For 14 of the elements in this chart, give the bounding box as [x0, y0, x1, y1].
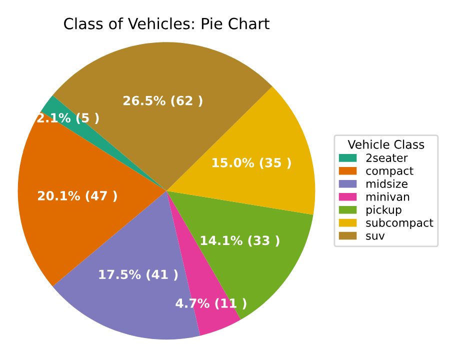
data-label: 17.5% (41 ): [99, 269, 178, 281]
data-label: 14.1% (33 ): [200, 236, 280, 247]
chart-title: Class of Vehicles: Pie Chart: [64, 18, 270, 30]
legend-label: minivan: [366, 192, 410, 201]
legend-label: suv: [366, 233, 385, 240]
legend-label: 2seater: [366, 154, 408, 162]
data-label: 26.5% (62 ): [123, 96, 202, 107]
legend-label: compact: [366, 166, 414, 178]
legend-label: midsize: [366, 179, 408, 188]
legend-title: Vehicle Class: [348, 140, 424, 149]
data-label: 15.0% (35 ): [212, 158, 291, 169]
legend-label: subcompact: [366, 218, 434, 229]
data-label: 20.1% (47 ): [38, 190, 117, 202]
legend-label: pickup: [366, 205, 402, 216]
